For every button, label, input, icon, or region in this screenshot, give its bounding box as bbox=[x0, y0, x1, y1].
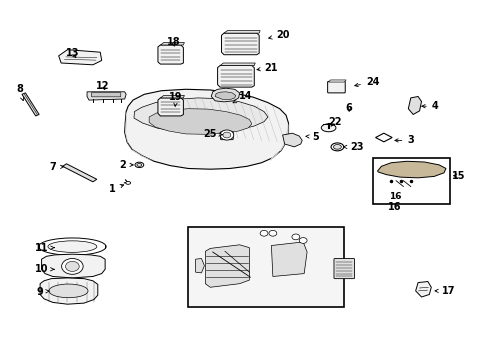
Text: 11: 11 bbox=[35, 243, 54, 253]
Text: 14: 14 bbox=[233, 91, 252, 103]
Text: 1: 1 bbox=[109, 184, 123, 194]
Polygon shape bbox=[125, 112, 154, 161]
Text: 20: 20 bbox=[268, 30, 289, 40]
Polygon shape bbox=[221, 33, 259, 55]
Polygon shape bbox=[41, 254, 105, 278]
Circle shape bbox=[223, 132, 230, 138]
Text: 13: 13 bbox=[65, 48, 79, 58]
Ellipse shape bbox=[137, 163, 142, 166]
Polygon shape bbox=[158, 98, 183, 116]
FancyBboxPatch shape bbox=[333, 258, 354, 279]
Polygon shape bbox=[158, 45, 183, 64]
Circle shape bbox=[268, 230, 276, 236]
FancyBboxPatch shape bbox=[327, 81, 345, 93]
Text: 23: 23 bbox=[343, 142, 363, 152]
Polygon shape bbox=[160, 95, 184, 98]
Text: 24: 24 bbox=[354, 77, 379, 87]
Circle shape bbox=[260, 230, 267, 236]
Text: 10: 10 bbox=[35, 264, 54, 274]
Circle shape bbox=[220, 130, 233, 140]
Circle shape bbox=[61, 258, 83, 274]
Text: 5: 5 bbox=[305, 132, 318, 142]
Text: 7: 7 bbox=[49, 162, 63, 172]
Polygon shape bbox=[271, 242, 306, 276]
Text: 8: 8 bbox=[16, 84, 24, 101]
Polygon shape bbox=[377, 161, 445, 178]
Text: 22: 22 bbox=[327, 117, 341, 127]
Polygon shape bbox=[220, 63, 255, 66]
Polygon shape bbox=[224, 31, 260, 33]
Text: 9: 9 bbox=[37, 287, 49, 297]
FancyBboxPatch shape bbox=[91, 93, 121, 97]
Circle shape bbox=[65, 261, 79, 271]
Ellipse shape bbox=[39, 238, 106, 255]
Polygon shape bbox=[160, 42, 184, 45]
Polygon shape bbox=[269, 123, 288, 161]
Text: 17: 17 bbox=[434, 286, 455, 296]
FancyBboxPatch shape bbox=[188, 227, 343, 307]
Ellipse shape bbox=[135, 162, 143, 168]
Text: 2: 2 bbox=[119, 160, 133, 170]
Text: 18: 18 bbox=[166, 37, 180, 48]
Ellipse shape bbox=[49, 284, 88, 298]
Polygon shape bbox=[195, 258, 204, 273]
Text: 15: 15 bbox=[451, 171, 465, 181]
Polygon shape bbox=[124, 89, 288, 169]
Ellipse shape bbox=[330, 143, 343, 151]
FancyBboxPatch shape bbox=[372, 158, 449, 204]
Polygon shape bbox=[328, 80, 346, 82]
Text: 4: 4 bbox=[421, 101, 438, 111]
Text: 21: 21 bbox=[257, 63, 278, 73]
Text: 19: 19 bbox=[169, 92, 183, 106]
Polygon shape bbox=[62, 164, 97, 182]
Polygon shape bbox=[282, 133, 302, 147]
Polygon shape bbox=[87, 92, 126, 100]
Text: 12: 12 bbox=[96, 81, 109, 91]
Ellipse shape bbox=[321, 124, 335, 132]
Polygon shape bbox=[211, 88, 239, 102]
Text: 25: 25 bbox=[203, 129, 222, 139]
FancyBboxPatch shape bbox=[220, 132, 233, 140]
Text: 6: 6 bbox=[345, 103, 352, 113]
Circle shape bbox=[299, 238, 306, 243]
Polygon shape bbox=[134, 98, 267, 132]
Circle shape bbox=[291, 234, 299, 240]
Polygon shape bbox=[149, 109, 251, 134]
Polygon shape bbox=[22, 93, 39, 116]
Polygon shape bbox=[59, 50, 102, 65]
Ellipse shape bbox=[48, 241, 97, 252]
Text: 16: 16 bbox=[387, 202, 401, 212]
Text: 16: 16 bbox=[388, 192, 401, 201]
Ellipse shape bbox=[125, 181, 130, 184]
Ellipse shape bbox=[333, 145, 341, 149]
Polygon shape bbox=[407, 96, 421, 114]
Text: 3: 3 bbox=[394, 135, 413, 145]
Polygon shape bbox=[40, 278, 98, 304]
Polygon shape bbox=[415, 282, 430, 297]
Polygon shape bbox=[375, 133, 391, 142]
Polygon shape bbox=[215, 92, 235, 99]
Polygon shape bbox=[217, 66, 254, 87]
Polygon shape bbox=[205, 245, 249, 287]
